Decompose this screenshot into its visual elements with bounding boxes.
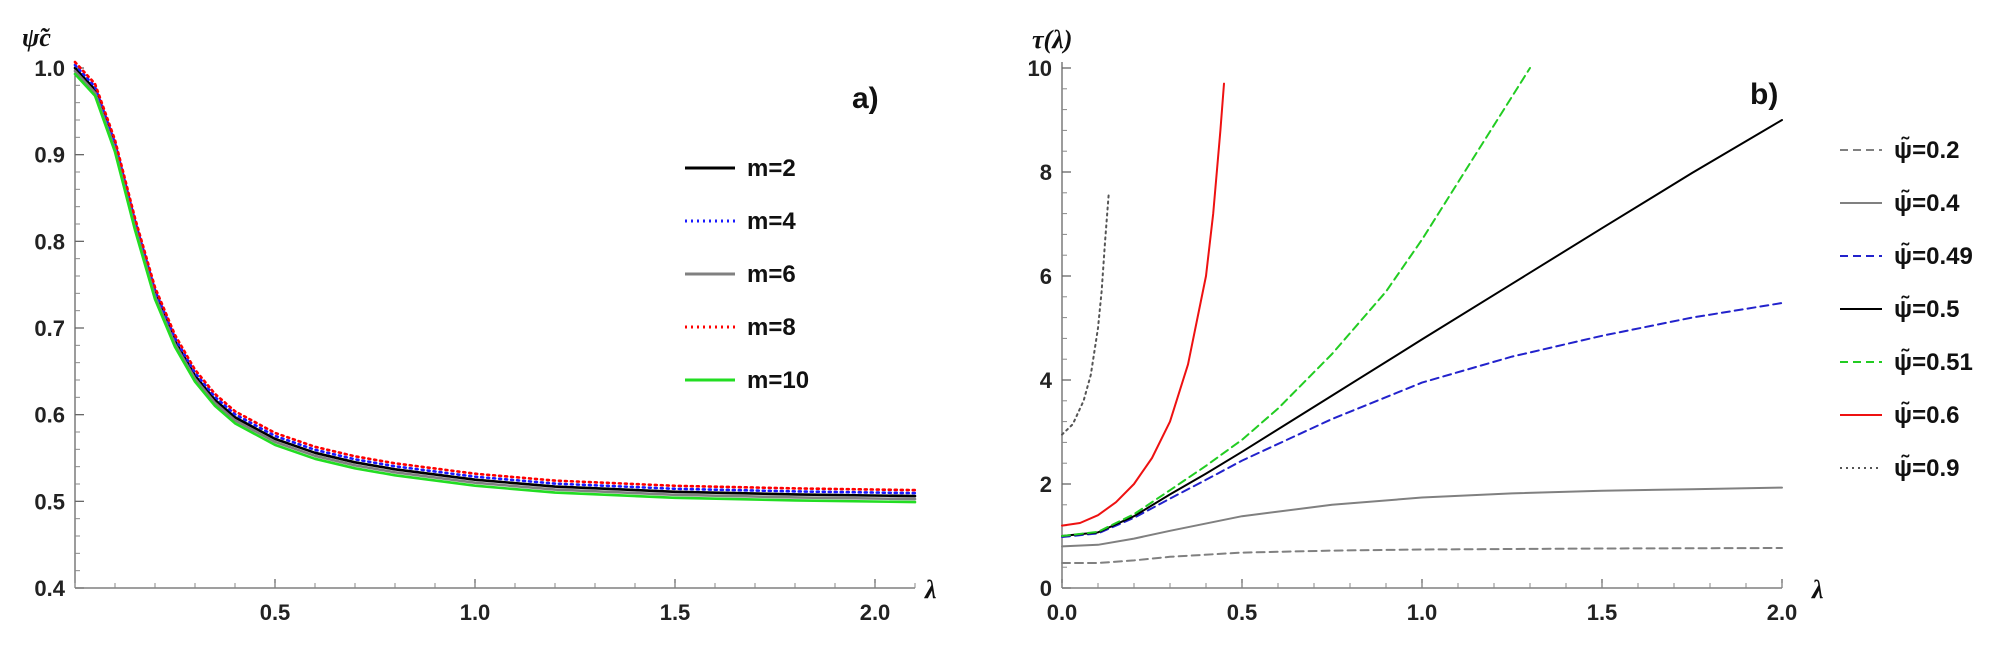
panel-b-series-line — [1061, 486, 1783, 548]
panel-a-ytick-label: 0.8 — [34, 229, 65, 254]
panel-a-legend-label: m=6 — [747, 261, 796, 288]
panel-a-series-line — [73, 72, 917, 504]
panel-b-xtick-label: 2.0 — [1767, 600, 1798, 625]
panel-b-xtick-label: 0.5 — [1227, 600, 1258, 625]
panel-a-xtick-label: 1.0 — [460, 600, 491, 625]
panel-b-legend-label: ψ̃=0.9 — [1894, 454, 1959, 482]
panel-a-xtick-label: 2.0 — [860, 600, 891, 625]
panel-b-ytick-label: 6 — [1040, 264, 1052, 289]
panel-b-legend-label: ψ̃=0.49 — [1894, 242, 1973, 270]
panel-b-tag: b) — [1750, 78, 1778, 111]
panel-b-ytick-label: 8 — [1040, 160, 1052, 185]
panel-b-legend-label: ψ̃=0.2 — [1894, 136, 1959, 164]
panel-a-ytick-label: 0.9 — [34, 143, 65, 168]
panel-a-series-line — [73, 60, 917, 492]
panel-b-legend-label: ψ̃=0.51 — [1894, 348, 1973, 376]
panel-b-ytick-label: 0 — [1040, 576, 1052, 601]
panel-b-series-line — [1061, 302, 1783, 538]
panel-b-axes: 0 2 4 6 8 10 0.0 0.5 1.0 1.5 2.0 — [1028, 56, 1798, 625]
panel-b-ytick-label: 2 — [1040, 472, 1052, 497]
panel-b-ylabel: τ(λ) — [1032, 25, 1072, 54]
panel-a-series-line — [73, 63, 917, 495]
panel-b-xtick-label: 0.0 — [1047, 600, 1078, 625]
panel-a-ytick-label: 1.0 — [34, 56, 65, 81]
panel-a-plot-area — [73, 60, 917, 504]
panel-b-xlabel: λ — [1811, 575, 1824, 604]
panel-a-axes: 0.4 0.5 0.6 0.7 0.8 0.9 1.0 0.5 1.0 1.5 2.0 — [34, 56, 916, 625]
panel-a-xlabel: λ — [924, 575, 937, 604]
panel-a: 0.4 0.5 0.6 0.7 0.8 0.9 1.0 0.5 1.0 1.5 2.0 m=2 m=4… — [22, 23, 937, 625]
panel-a-ylabel: ψ̃c — [22, 23, 51, 52]
panel-b-legend: ψ̃=0.2 ψ̃=0.4 ψ̃=0.49 ψ̃=0.5 ψ̃=0.51 ψ̃=0.6 ψ̃… — [1840, 136, 1973, 482]
panel-b-legend-label: ψ̃=0.4 — [1894, 189, 1960, 217]
panel-a-legend-label: m=2 — [747, 155, 796, 182]
panel-b-series-line — [1061, 191, 1110, 436]
panel-b-series-line — [1061, 67, 1531, 537]
panel-b-plot-area — [1061, 67, 1783, 564]
panel-b-ytick-label: 4 — [1040, 368, 1053, 393]
panel-a-xtick-label: 0.5 — [260, 600, 291, 625]
panel-a-ytick-label: 0.6 — [34, 403, 65, 428]
panel-a-legend-label: m=4 — [747, 208, 796, 235]
panel-a-ytick-label: 0.5 — [34, 489, 65, 514]
panel-a-ytick-label: 0.7 — [34, 316, 65, 341]
panel-b-legend-label: ψ̃=0.5 — [1894, 295, 1959, 323]
panel-b-series-line — [1061, 547, 1783, 564]
panel-a-tag: a) — [852, 82, 879, 115]
panel-a-legend-label: m=10 — [747, 367, 809, 394]
panel-a-ytick-label: 0.4 — [34, 576, 65, 601]
panel-a-legend: m=2 m=4 m=6 m=8 m=10 — [685, 155, 809, 394]
panel-a-legend-label: m=8 — [747, 314, 796, 341]
panel-b-xtick-label: 1.5 — [1587, 600, 1618, 625]
panel-a-xtick-label: 1.5 — [660, 600, 691, 625]
panel-b-xtick-label: 1.0 — [1407, 600, 1438, 625]
panel-b-ytick-label: 10 — [1028, 56, 1052, 81]
panel-b-legend-label: ψ̃=0.6 — [1894, 401, 1959, 429]
panel-b-series-line — [1061, 119, 1783, 537]
panel-b-series-line — [1061, 82, 1225, 527]
